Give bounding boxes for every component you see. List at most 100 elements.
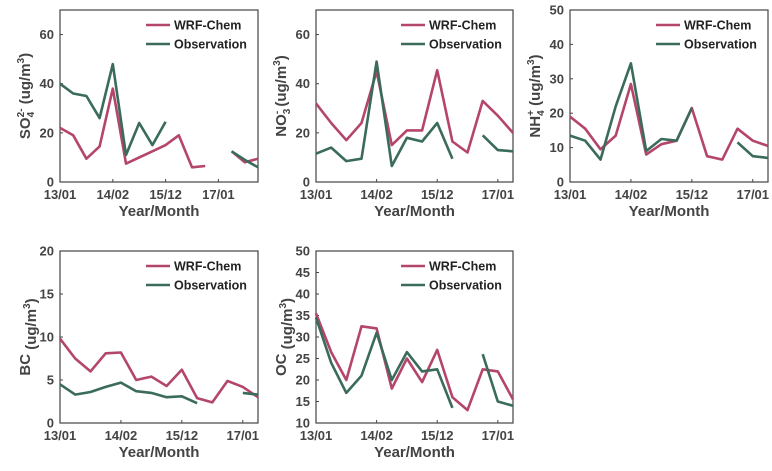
y-tick-label: 60 bbox=[40, 27, 54, 42]
y-label-unit: (ug/m bbox=[23, 309, 40, 354]
y-label-main: SO bbox=[17, 117, 34, 139]
legend-label: WRF-Chem bbox=[174, 19, 241, 33]
series-line-observation bbox=[736, 141, 769, 160]
y-tick-label: 15 bbox=[40, 287, 54, 302]
y-label-main: NO bbox=[273, 114, 290, 137]
y-tick-label: 0 bbox=[557, 175, 564, 190]
y-tick-label: 40 bbox=[550, 37, 564, 52]
x-axis-label: Year/Month bbox=[374, 203, 455, 220]
y-label-main: NH bbox=[527, 116, 544, 138]
axes-box bbox=[569, 9, 769, 183]
panel-bc: 0 5 10 15 20 13/01 14/02 15/12 17/01 Year/Month BC… bbox=[17, 244, 259, 462]
series-line-observation bbox=[242, 391, 259, 396]
series-line-wrf-chem bbox=[569, 82, 769, 161]
x-tick-label: 15/12 bbox=[421, 187, 454, 202]
y-tick-label: 40 bbox=[40, 76, 54, 91]
y-tick-label: 60 bbox=[296, 27, 310, 42]
x-tick-label: 15/12 bbox=[166, 428, 199, 443]
x-tick-label: 15/12 bbox=[149, 187, 182, 202]
y-label-unit: (ug/m bbox=[17, 63, 34, 108]
y-label-unit_sup: 3 bbox=[272, 60, 283, 66]
x-axis-label: Year/Month bbox=[629, 203, 710, 220]
y-tick-label: 20 bbox=[296, 373, 310, 388]
y-label-close: ) bbox=[23, 298, 40, 303]
y-tick-label: 50 bbox=[550, 3, 564, 18]
axes-box bbox=[59, 250, 259, 424]
y-tick-label: 50 bbox=[296, 244, 310, 259]
y-label-sub: 4 bbox=[536, 110, 547, 116]
series-line-observation bbox=[59, 62, 167, 157]
x-axis-label: Year/Month bbox=[374, 444, 455, 461]
y-label-unit: (ug/m bbox=[273, 66, 290, 111]
y-label-unit: (ug/m bbox=[279, 309, 296, 354]
y-label-sup: - bbox=[272, 111, 283, 114]
y-tick-label: 0 bbox=[303, 175, 310, 190]
y-label-sup: + bbox=[526, 110, 537, 116]
y-label-close: ) bbox=[279, 298, 296, 303]
x-tick-label: 17/01 bbox=[736, 187, 769, 202]
y-tick-label: 35 bbox=[296, 308, 310, 323]
y-tick-label: 40 bbox=[296, 287, 310, 302]
y-label-unit: (ug/m bbox=[527, 65, 544, 110]
x-tick-label: 14/02 bbox=[360, 428, 393, 443]
y-label-unit_sup: 3 bbox=[526, 59, 537, 65]
y-axis-label: SO42- (ug/m3) bbox=[16, 53, 37, 139]
y-label-unit_sup: 3 bbox=[278, 303, 289, 309]
legend-label: WRF-Chem bbox=[684, 19, 751, 33]
legend-label: Observation bbox=[429, 38, 502, 52]
y-tick-label: 0 bbox=[47, 175, 54, 190]
y-label-sup: 2- bbox=[16, 108, 27, 117]
x-tick-label: 13/01 bbox=[300, 428, 333, 443]
x-tick-label: 17/01 bbox=[226, 428, 259, 443]
y-tick-label: 30 bbox=[296, 330, 310, 345]
series-line-observation bbox=[481, 134, 514, 153]
legend-label: WRF-Chem bbox=[429, 19, 496, 33]
y-label-close: ) bbox=[273, 55, 290, 60]
y-label-unit_sup: 3 bbox=[22, 303, 33, 309]
y-tick-label: 10 bbox=[296, 416, 310, 431]
series-line-observation bbox=[481, 353, 514, 408]
series-line-observation bbox=[315, 60, 454, 168]
panel-oc: 10 15 20 25 30 35 40 45 50 13/01 14/02 15/12 17/01 Ye… bbox=[273, 244, 515, 461]
series-line-wrf-chem bbox=[314, 312, 515, 412]
y-tick-label: 15 bbox=[296, 394, 310, 409]
y-tick-label: 20 bbox=[296, 125, 310, 140]
series-line-observation bbox=[314, 317, 454, 409]
axes-box bbox=[315, 9, 514, 183]
series-line-wrf-chem bbox=[58, 337, 259, 404]
axes-box bbox=[59, 9, 259, 183]
legend-label: Observation bbox=[684, 38, 757, 52]
y-tick-label: 20 bbox=[550, 106, 564, 121]
y-label-unit_sup: 3 bbox=[16, 57, 27, 63]
y-tick-label: 30 bbox=[550, 71, 564, 86]
x-tick-label: 13/01 bbox=[300, 187, 333, 202]
series-line-observation bbox=[230, 150, 259, 169]
y-axis-label: BC (ug/m3) bbox=[17, 298, 40, 375]
series-line-wrf-chem bbox=[314, 68, 514, 154]
x-tick-label: 15/12 bbox=[676, 187, 709, 202]
x-tick-label: 13/01 bbox=[44, 187, 77, 202]
x-axis-label: Year/Month bbox=[119, 444, 200, 461]
x-tick-label: 13/01 bbox=[554, 187, 587, 202]
y-tick-label: 45 bbox=[296, 265, 310, 280]
x-tick-label: 15/12 bbox=[421, 428, 454, 443]
x-tick-label: 14/02 bbox=[360, 187, 393, 202]
x-tick-label: 14/02 bbox=[615, 187, 648, 202]
y-tick-label: 10 bbox=[40, 330, 54, 345]
x-tick-label: 17/01 bbox=[202, 187, 235, 202]
legend-label: Observation bbox=[174, 38, 247, 52]
series-line-observation bbox=[569, 61, 693, 161]
y-axis-label: OC (ug/m3) bbox=[273, 298, 296, 376]
x-tick-label: 13/01 bbox=[44, 428, 77, 443]
y-tick-label: 5 bbox=[47, 373, 54, 388]
legend-label: WRF-Chem bbox=[429, 260, 496, 274]
series-line-observation bbox=[59, 381, 198, 405]
y-label-close: ) bbox=[17, 53, 34, 58]
y-axis-label: NH4+ (ug/m3) bbox=[526, 54, 547, 137]
y-label-sub: 3 bbox=[282, 108, 293, 114]
legend-label: Observation bbox=[429, 279, 502, 293]
axes-box bbox=[315, 250, 514, 424]
